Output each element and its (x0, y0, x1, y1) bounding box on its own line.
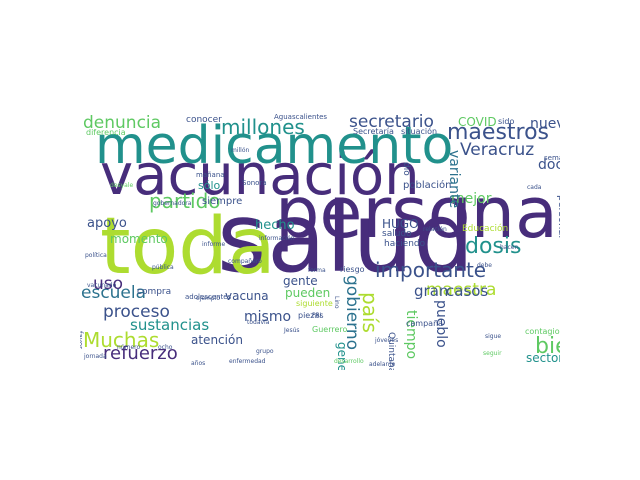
word-apoyo: apoyo (87, 216, 127, 231)
word-desarrollo: desarrollo (334, 358, 364, 365)
word-casos: casos (446, 282, 489, 300)
word-escuela: escuela (81, 283, 147, 303)
word-jovenes: jóvenes (375, 337, 399, 344)
word-piezas: piezas (298, 311, 324, 320)
word-sigue: sigue (485, 333, 502, 340)
word-muchas: Muchas (83, 328, 160, 352)
word-compra: compra (137, 287, 172, 297)
word-cada: cada (527, 184, 542, 191)
word-salud: salud (217, 182, 475, 294)
word-siempre: siempre (202, 196, 243, 207)
word-mejor: mejor (451, 191, 492, 207)
word-doctor: doctor (538, 157, 560, 173)
word-numero: número (117, 344, 141, 351)
word-educacion: Educación (462, 224, 509, 234)
word-vacunacion: vacunación (100, 143, 420, 208)
word-jesus: Jesús (284, 327, 300, 334)
word-ejemplo: ejemplo (196, 295, 221, 302)
word-grupo: grupo (256, 348, 274, 355)
word-sonora: Sonora (242, 179, 267, 187)
word-seguir: seguir (483, 350, 502, 357)
word-millon: millón (231, 147, 250, 154)
word-anos: años (191, 360, 206, 367)
word-campana: campaña (406, 319, 444, 328)
word-secretaria: Secretaría (353, 127, 394, 136)
word-hacen: hacen (500, 244, 519, 251)
word-uso: uso (93, 274, 124, 294)
word-cloud-frame: salud vacunación persona medicamento toda mae… (80, 100, 560, 370)
word-companero: compañero (228, 258, 262, 265)
word-enfermedad: enfermedad (229, 358, 266, 365)
word-hecho: hecho (255, 218, 295, 233)
word-lino: Lino (333, 296, 340, 309)
word-ocho: ocho (158, 344, 173, 351)
word-sustancias: sustancias (130, 316, 210, 334)
word-vacuna: vacuna (225, 289, 269, 303)
word-momento: momento (110, 232, 168, 246)
word-sector: sector (526, 351, 560, 365)
word-covid: COVID (458, 115, 497, 129)
word-todavia: todavía (247, 319, 270, 326)
word-gran: gran (414, 282, 449, 300)
word-persona: persona (275, 172, 558, 254)
word-nuevo: nuevo (530, 116, 560, 132)
word-informacion: información (259, 235, 295, 242)
word-partido: partido (149, 189, 221, 213)
word-adolescentes: adolescentes (185, 293, 232, 301)
word-vacunado: vacunado (87, 282, 117, 289)
word-informe: informe (202, 241, 226, 248)
word-diferencia: diferencia (86, 128, 126, 137)
word-veracruz: Veracruz (460, 140, 535, 160)
word-sido: sido (498, 117, 515, 126)
word-personal: personal (556, 195, 560, 239)
word-aguascalientes: Aguascalientes (274, 113, 328, 121)
word-riesgo: riesgo (340, 265, 365, 274)
word-dio: dio (401, 162, 411, 176)
word-pais: país (358, 292, 382, 333)
word-solo: sólo (198, 179, 221, 192)
word-gente: gente (283, 274, 318, 288)
word-medicamento: medicamento (95, 116, 454, 176)
word-pri: PRI (312, 312, 322, 319)
word-adelante: adelante (369, 361, 396, 368)
word-general: general (335, 342, 349, 370)
word-pueden: pueden (285, 286, 331, 300)
word-forma: forma (308, 267, 326, 274)
word-maestra: maestra (426, 280, 497, 300)
word-atencion: atención (191, 333, 243, 347)
word-favor: favor (80, 331, 84, 350)
word-tiempo: tiempo (403, 310, 419, 360)
word-politica: política (85, 252, 107, 259)
word-mismo: mismo (244, 309, 292, 325)
word-manana: mañana (196, 171, 225, 179)
word-millones: millones (221, 115, 305, 139)
word-semana: semana (544, 154, 560, 162)
word-poblacion: población (403, 180, 452, 191)
word-bien: bien (535, 334, 560, 359)
word-conocer: conocer (186, 115, 222, 125)
word-debe: debe (477, 262, 492, 269)
word-jornada: jornada (84, 353, 107, 360)
word-haciendo: haciendo (384, 239, 426, 249)
word-importante: importante (375, 258, 487, 282)
word-maestros: maestros (447, 120, 550, 145)
word-saludo: saludo (382, 229, 412, 239)
word-gobernadora: gobernadora (153, 200, 192, 207)
word-publica: pública (152, 264, 174, 271)
word-proceso: proceso (103, 302, 170, 322)
word-refuerzo: refuerzo (103, 343, 178, 364)
word-contagio: contagio (525, 327, 560, 336)
word-dosis: dosis (465, 234, 522, 259)
word-hugo: HUGO (382, 217, 419, 231)
word-denuncia: denuncia (83, 113, 162, 133)
word-guerrero: Guerrero (312, 325, 348, 334)
word-situacion: situación (401, 127, 438, 136)
word-toda: toda (100, 202, 276, 292)
word-secretario: secretario (349, 112, 434, 132)
word-desyale: desyale (110, 182, 134, 189)
word-siguiente: siguiente (296, 299, 333, 308)
word-relacion: relación (423, 226, 447, 233)
